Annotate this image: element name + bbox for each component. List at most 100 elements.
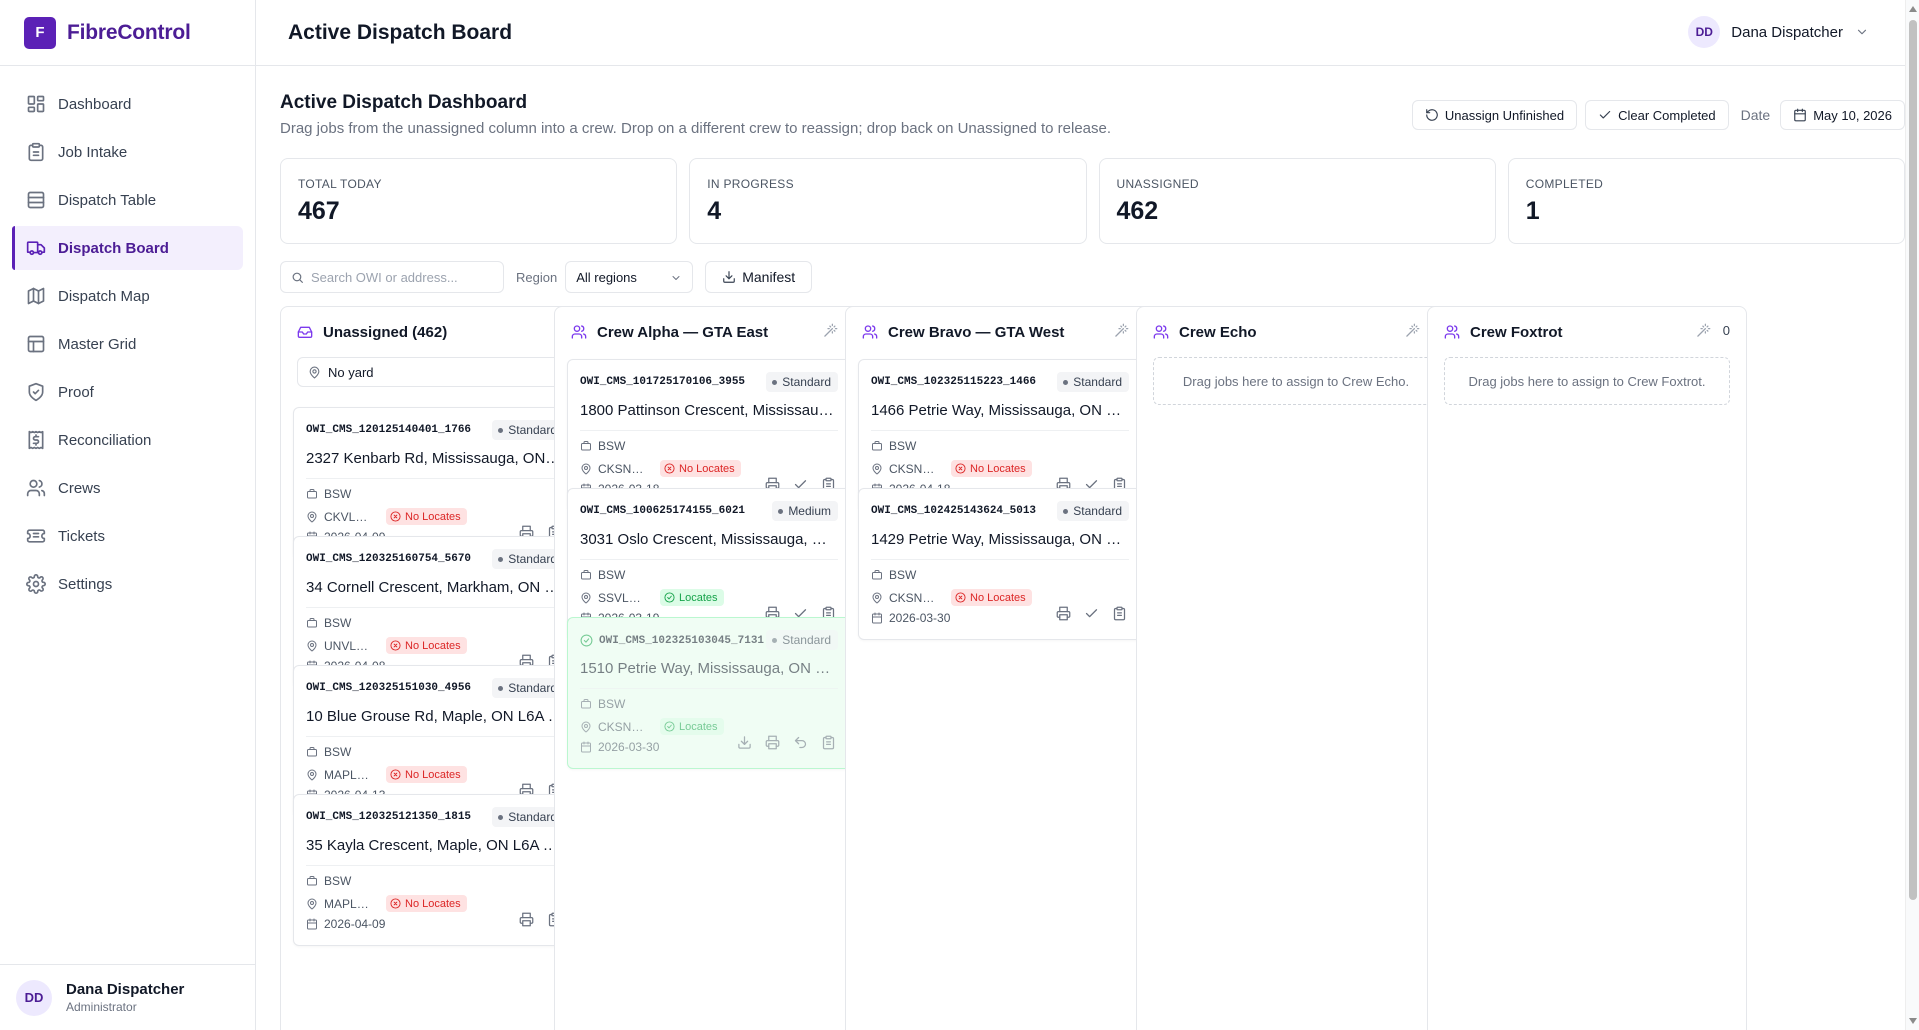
chevron-down-icon — [672, 276, 680, 280]
x-circle-icon — [390, 769, 401, 780]
details-button[interactable] — [1112, 606, 1127, 621]
download-icon — [723, 271, 736, 283]
shield-check-icon — [28, 382, 44, 402]
dashboard-icon — [27, 95, 45, 113]
job-location: CKSNON16 · Mississauga — [889, 590, 937, 605]
sidebar-item-dashboard[interactable]: Dashboard — [12, 82, 243, 126]
job-owi: OWI_CMS_120325160754_5670 — [306, 553, 471, 565]
card-divider — [306, 478, 564, 479]
manifest-button[interactable]: Manifest — [705, 261, 813, 293]
brand-name: FibreControl — [67, 20, 191, 44]
job-address: 35 Kayla Crescent, Maple, ON L6A 1A1 — [306, 837, 564, 854]
job-card[interactable]: OWI_CMS_102425143624_5013 Standard 1429 Pe… — [858, 488, 1142, 640]
locate-status-label: No Locates — [405, 639, 461, 652]
avatar: DD — [16, 979, 52, 1016]
sidebar-item-crews[interactable]: Crews — [12, 466, 243, 510]
job-card[interactable]: OWI_CMS_120325160754_5670 Standard 34 Corn… — [293, 536, 577, 688]
sidebar-item-dispatch-board[interactable]: Dispatch Board — [12, 226, 243, 270]
priority-label: Standard — [782, 633, 831, 647]
locate-status-label: No Locates — [970, 591, 1026, 604]
job-owi-text: OWI_CMS_120125140401_1766 — [306, 424, 472, 436]
sidebar-user[interactable]: DD Dana Dispatcher Administrator — [0, 964, 255, 1030]
priority-label: Standard — [508, 810, 557, 824]
grid-icon — [27, 335, 45, 353]
search-input[interactable] — [311, 269, 491, 285]
sidebar-item-reconciliation[interactable]: Reconciliation — [12, 418, 243, 462]
crew-name: Crew Bravo — GTA West — [888, 323, 1065, 341]
brand[interactable]: F FibreControl — [0, 0, 255, 66]
sidebar-item-tickets[interactable]: Tickets — [12, 514, 243, 558]
yard-select[interactable]: No yard — [297, 357, 583, 387]
crew-column-crew-foxtrot[interactable]: Crew Foxtrot 0 Drag jobs here to assign to… — [1427, 306, 1747, 1030]
scroll-down-arrow[interactable] — [1909, 1018, 1917, 1024]
scroll-thumb[interactable] — [1909, 20, 1917, 900]
print-button[interactable] — [765, 735, 780, 750]
download-icon — [738, 736, 751, 749]
locate-status-label: Locates — [679, 720, 718, 733]
sidebar-item-label: Dispatch Map — [58, 287, 150, 305]
reopen-button[interactable] — [793, 735, 808, 750]
page-scrollbar[interactable] — [1905, 0, 1919, 1030]
crew-column-crew-bravo-gta-west[interactable]: Crew Bravo — GTA West2OWI_CMS_1023251152… — [845, 306, 1165, 1030]
job-card[interactable]: OWI_CMS_100625174155_6021 Medium 3031 Oslo… — [567, 488, 851, 640]
region-select[interactable]: All regions — [565, 261, 694, 293]
search-box[interactable] — [280, 261, 504, 293]
map-pin-icon — [872, 592, 882, 603]
crew-column-crew-echo[interactable]: Crew Echo0Drag jobs here to assign to Cr… — [1136, 306, 1456, 1030]
complete-button[interactable] — [793, 477, 808, 492]
stat-value: 462 — [1116, 197, 1159, 225]
priority-badge: Medium — [772, 501, 838, 521]
sidebar-item-settings[interactable]: Settings — [12, 562, 243, 606]
check-circle-icon — [664, 721, 675, 732]
job-card[interactable]: OWI_CMS_120325151030_4956 Standard 10 Blue… — [293, 665, 577, 817]
auto-assign-button[interactable] — [1696, 323, 1711, 338]
stat-value: 467 — [298, 197, 340, 225]
job-type: BSW — [324, 616, 352, 630]
calendar-icon — [307, 918, 317, 930]
job-card[interactable]: OWI_CMS_102325115223_1466 Standard 1466 Pe… — [858, 359, 1142, 511]
job-location: MAPLON23 · Maple — [324, 896, 372, 911]
unassign-unfinished-label: Unassign Unfinished — [1444, 107, 1565, 123]
date-picker[interactable]: May 10, 2026 — [1780, 100, 1905, 130]
scroll-up-arrow[interactable] — [1909, 6, 1917, 12]
print-button[interactable] — [519, 912, 534, 927]
crew-drop-zone[interactable]: Drag jobs here to assign to Crew Echo. — [1153, 357, 1439, 405]
crew-drop-zone[interactable]: Drag jobs here to assign to Crew Foxtrot… — [1444, 357, 1730, 405]
unassigned-card-list[interactable]: OWI_CMS_120125140401_1766 Standard 2327 Ke… — [281, 395, 581, 1030]
undo-icon — [794, 736, 807, 749]
job-card[interactable]: OWI_CMS_120125140401_1766 Standard 2327 Ke… — [293, 407, 577, 559]
unassign-unfinished-button[interactable]: Unassign Unfinished — [1411, 100, 1578, 130]
priority-label: Standard — [1073, 375, 1122, 389]
details-button[interactable] — [821, 735, 836, 750]
locate-status-badge: No Locates — [951, 460, 1032, 477]
dashboard-subtitle: Drag jobs from the unassigned column int… — [280, 120, 1112, 137]
job-card[interactable]: OWI_CMS_101725170106_3955 Standard 1800 Pa… — [567, 359, 851, 511]
user-menu[interactable]: DD Dana Dispatcher — [1688, 16, 1869, 48]
sidebar-item-label: Settings — [58, 575, 113, 593]
complete-button[interactable] — [793, 606, 808, 621]
download-button[interactable] — [737, 735, 752, 750]
unassigned-column[interactable]: Unassigned (462) No yard OWI_CMS_1201251… — [280, 306, 600, 1030]
auto-assign-button[interactable] — [1405, 323, 1420, 338]
auto-assign-button[interactable] — [1114, 323, 1129, 338]
job-card[interactable]: OWI_CMS_120325121350_1815 Standard 35 Kayl… — [293, 794, 577, 946]
sidebar: F FibreControl Dashboard Job Intake Dispat… — [0, 0, 256, 1030]
job-card[interactable]: OWI_CMS_102325103045_7131 Standard 1510 Pe… — [567, 617, 851, 769]
sidebar-item-dispatch-table[interactable]: Dispatch Table — [12, 178, 243, 222]
job-address: 1466 Petrie Way, Mississauga, ON L5J 1G1 — [871, 402, 1129, 419]
auto-assign-button[interactable] — [823, 323, 838, 338]
sidebar-item-job-intake[interactable]: Job Intake — [12, 130, 243, 174]
locate-status-label: No Locates — [405, 510, 461, 523]
sidebar-item-proof[interactable]: Proof — [12, 370, 243, 414]
crew-column-crew-alpha-gta-east[interactable]: Crew Alpha — GTA East3OWI_CMS_1017251701… — [554, 306, 874, 1030]
sidebar-item-master-grid[interactable]: Master Grid — [12, 322, 243, 366]
complete-button[interactable] — [1084, 477, 1099, 492]
complete-button[interactable] — [1084, 606, 1099, 621]
job-date: 2026-04-09 — [324, 917, 386, 931]
clear-completed-button[interactable]: Clear Completed — [1585, 100, 1729, 130]
print-button[interactable] — [1056, 606, 1071, 621]
priority-label: Medium — [788, 504, 831, 518]
priority-badge: Standard — [492, 549, 564, 569]
sidebar-item-dispatch-map[interactable]: Dispatch Map — [12, 274, 243, 318]
locate-status-label: No Locates — [405, 897, 461, 910]
